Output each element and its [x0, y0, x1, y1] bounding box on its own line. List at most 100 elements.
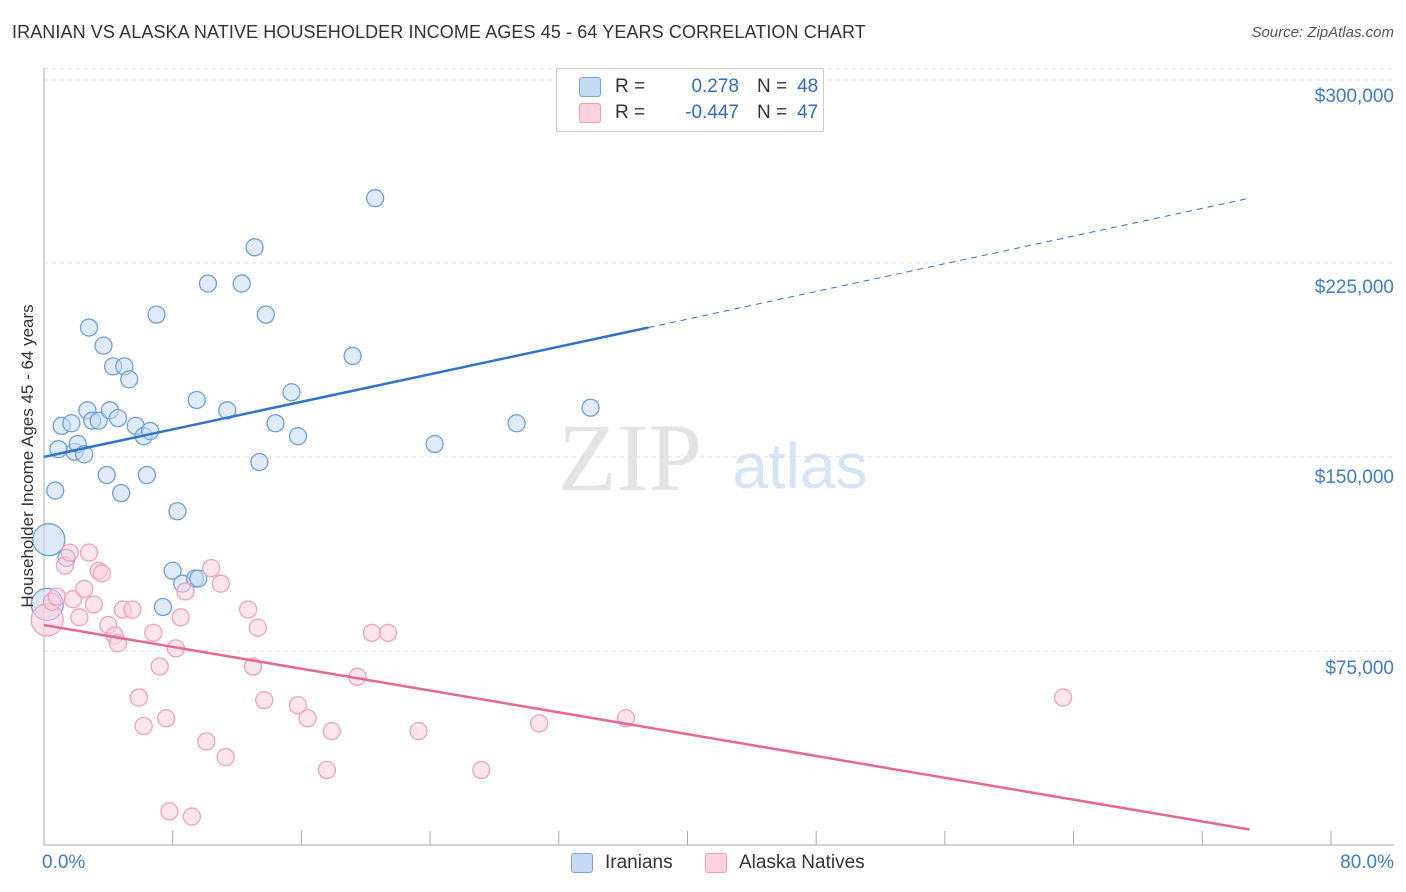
series-swatch-alaska [705, 853, 727, 873]
data-point [153, 597, 173, 617]
legend-n-value: 48 [797, 76, 819, 97]
data-point [256, 305, 275, 324]
series-iranians [30, 189, 600, 622]
data-point [129, 688, 148, 707]
data-point [157, 709, 176, 728]
data-point [187, 390, 206, 410]
data-point [171, 608, 190, 627]
legend-r-value: -0.447 [685, 102, 739, 123]
data-point [322, 722, 341, 741]
data-point [123, 600, 142, 619]
x-tick-label-max: 80.0% [1340, 852, 1394, 873]
legend-row-alaska: R = -0.447 N = 47 [579, 101, 818, 125]
data-point [75, 579, 94, 599]
stats-legend: R = 0.278 N = 48 R = -0.447 N = 47 [556, 68, 824, 132]
data-point [239, 600, 258, 619]
data-point [472, 760, 491, 780]
data-point [365, 189, 385, 208]
data-point [282, 383, 301, 402]
legend-row-iranians: R = 0.278 N = 48 [579, 75, 818, 99]
y-axis-label: Householder Income Ages 45 - 64 years [18, 304, 37, 608]
data-point [211, 574, 230, 593]
data-point [137, 465, 157, 485]
data-point [97, 465, 116, 485]
data-point [255, 690, 274, 710]
data-point [581, 398, 600, 417]
data-point [94, 336, 113, 355]
data-point [343, 346, 362, 366]
data-point [160, 802, 179, 821]
series-legend: Iranians Alaska Natives [0, 852, 1406, 876]
data-point [176, 582, 195, 601]
watermark-atlas: atlas [732, 430, 867, 502]
data-point [63, 590, 83, 609]
trend-line-iranians-extension [648, 197, 1250, 329]
data-point [425, 434, 444, 454]
y-tick-label: $75,000 [1325, 658, 1394, 679]
y-tick-label: $300,000 [1314, 86, 1394, 107]
data-point [120, 370, 139, 389]
data-point [79, 318, 99, 337]
data-point [79, 543, 99, 562]
data-point [46, 481, 65, 500]
series-label-iranians: Iranians [605, 852, 673, 873]
data-point [298, 709, 317, 728]
data-point [89, 411, 108, 430]
data-point [84, 595, 103, 614]
data-point [198, 274, 218, 293]
data-point [266, 414, 285, 433]
y-tick-label: $225,000 [1314, 277, 1394, 298]
chart-title: IRANIAN VS ALASKA NATIVE HOUSEHOLDER INC… [12, 22, 866, 42]
legend-r-label: R = [615, 76, 646, 97]
watermark-zip: ZIP [558, 404, 702, 511]
data-point [288, 696, 308, 715]
data-point [108, 408, 128, 428]
y-tick-label: $150,000 [1314, 467, 1394, 488]
data-point [47, 587, 67, 606]
data-point [250, 452, 269, 472]
data-point [70, 608, 89, 627]
series-label-alaska: Alaska Natives [739, 852, 865, 873]
data-point [245, 238, 264, 257]
data-point [1054, 688, 1073, 707]
legend-r-label: R = [615, 102, 646, 123]
legend-n-label: N = [757, 102, 788, 123]
data-point [197, 732, 216, 751]
data-point [134, 716, 153, 736]
series-alaska-natives [30, 543, 1073, 826]
legend-n-label: N = [757, 76, 788, 97]
legend-swatch-iranians [579, 77, 601, 97]
legend-swatch-alaska [579, 103, 601, 123]
series-legend-alaska: Alaska Natives [705, 852, 865, 874]
data-point [150, 657, 169, 676]
data-point [163, 561, 182, 580]
series-legend-iranians: Iranians [571, 852, 673, 874]
data-point [62, 414, 81, 433]
data-point [507, 414, 526, 433]
data-point [317, 760, 337, 780]
x-tick-label-min: 0.0% [42, 852, 86, 873]
data-point [168, 502, 187, 521]
data-point [216, 747, 235, 767]
data-point [92, 564, 112, 583]
legend-r-value: 0.278 [691, 76, 739, 97]
trend-line-alaska-natives [43, 623, 1250, 831]
data-point [409, 722, 428, 741]
data-point [202, 559, 221, 578]
data-point [378, 623, 398, 642]
data-point [144, 623, 163, 642]
data-point [60, 543, 79, 562]
data-point [147, 305, 166, 324]
data-point [529, 714, 549, 733]
data-point [362, 623, 382, 642]
data-point [288, 427, 308, 446]
trend-line-iranians [43, 326, 649, 459]
data-point [182, 807, 202, 826]
legend-n-value: 47 [797, 102, 819, 123]
data-point [189, 569, 208, 588]
data-point [248, 618, 267, 637]
source-note: Source: ZipAtlas.com [1251, 24, 1394, 41]
series-swatch-iranians [571, 853, 593, 873]
data-point [232, 274, 251, 293]
